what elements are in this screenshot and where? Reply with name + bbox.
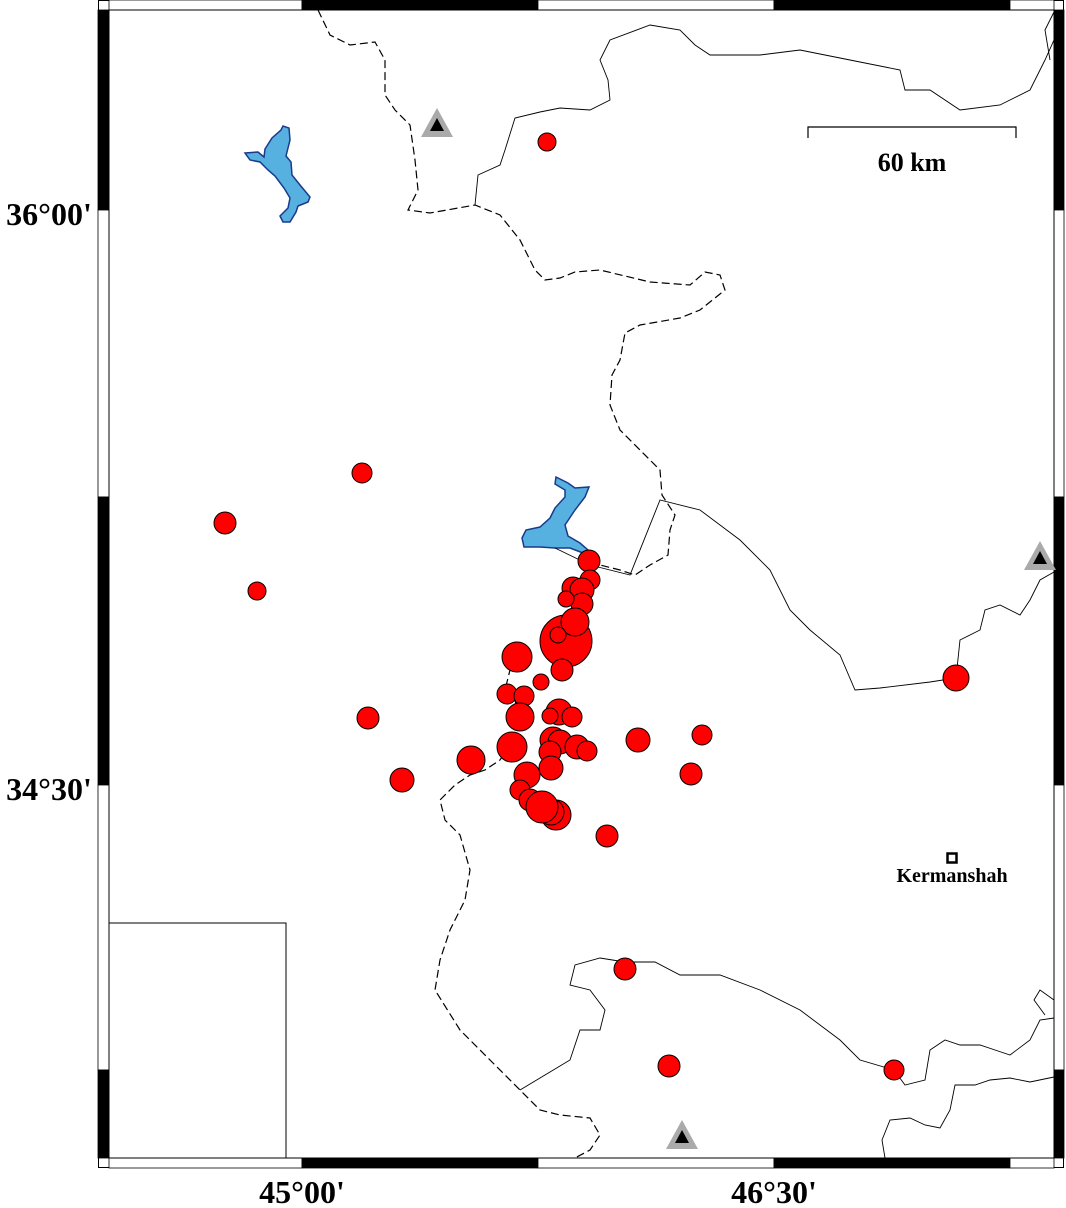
earthquake-epicenter — [557, 590, 575, 608]
earthquake-epicenter — [456, 745, 486, 775]
lon-label-45-00: 45°00' — [259, 1174, 345, 1208]
frame-band-segment — [773, 1157, 1011, 1169]
earthquake-epicenter — [213, 511, 237, 535]
square-marker-icon — [946, 852, 958, 864]
earthquake-epicenter — [247, 581, 267, 601]
frame-band-segment — [1053, 209, 1065, 498]
frame-band-segment — [537, 1157, 775, 1169]
earthquake-epicenter — [501, 641, 533, 673]
earthquake-epicenter — [525, 790, 559, 824]
frame-band-segment — [108, 0, 303, 11]
frame-band-segment — [537, 0, 775, 11]
province-border-south — [519, 957, 1055, 1091]
frame-band-segment — [301, 0, 539, 11]
inset-box — [108, 922, 287, 1159]
lake-dukan — [243, 125, 311, 223]
station-triangle-icon — [421, 108, 453, 137]
lakes — [243, 125, 591, 554]
earthquake-epicenter — [537, 132, 557, 152]
frame-band-segment — [1053, 784, 1065, 1071]
frame-band-segment — [97, 209, 110, 498]
frame-band-segment — [773, 0, 1011, 11]
earthquake-epicenter — [549, 626, 567, 644]
frame-band-segment — [108, 1157, 303, 1169]
earthquake-epicenter — [576, 740, 598, 762]
seismic-stations — [421, 108, 1056, 1149]
lat-label-36-00: 36°00' — [6, 196, 92, 232]
earthquake-epicenter — [942, 664, 970, 692]
frame-band-segment — [97, 784, 110, 1071]
country-border-dashed — [317, 9, 726, 576]
frame-band-segment — [1053, 1069, 1065, 1159]
earthquake-epicenter — [577, 549, 601, 573]
earthquake-epicenter — [541, 707, 559, 725]
earthquake-epicenter — [550, 658, 574, 682]
earthquake-epicenter — [691, 724, 713, 746]
province-border — [554, 499, 1055, 691]
earthquake-epicenter — [351, 462, 373, 484]
earthquake-epicenter — [561, 706, 583, 728]
frame-band-segment — [1009, 0, 1055, 11]
borders — [317, 9, 1055, 1159]
province-border-south-3 — [1033, 989, 1055, 1016]
frame-band-segment — [1053, 496, 1065, 786]
earthquake-epicenter — [389, 767, 415, 793]
city-label: Kermanshah — [896, 865, 1007, 887]
earthquake-epicenter — [505, 702, 535, 732]
earthquakes — [213, 132, 970, 1081]
earthquake-epicenter — [595, 824, 619, 848]
frame-band-segment — [97, 9, 110, 211]
country-border-dashed-south — [434, 656, 601, 1159]
frame-band-segment — [301, 1157, 539, 1169]
scale-bar: 60 km — [807, 126, 1017, 177]
earthquake-epicenter — [679, 762, 703, 786]
earthquake-epicenter — [625, 727, 651, 753]
province-border-north — [474, 24, 1055, 206]
city-kermanshah: Kermanshah — [896, 852, 1008, 887]
map-frame — [97, 0, 1065, 1169]
station-triangle-icon — [1024, 541, 1056, 570]
province-border-north-2 — [1044, 11, 1055, 61]
frame-band-segment — [1053, 9, 1065, 211]
frame-band-segment — [97, 1069, 110, 1159]
earthquake-epicenter — [613, 957, 637, 981]
frame-band-segment — [1009, 1157, 1055, 1169]
earthquake-epicenter — [657, 1054, 681, 1078]
earthquake-epicenter — [560, 607, 590, 637]
scale-bar-label: 60 km — [878, 148, 947, 177]
earthquake-epicenter — [538, 755, 564, 781]
lat-label-34-30: 34°30' — [6, 771, 92, 807]
province-border-south-2 — [881, 1076, 1055, 1159]
earthquake-epicenter — [883, 1059, 905, 1081]
lon-label-46-30: 46°30' — [731, 1174, 817, 1208]
map-inner-border — [108, 9, 1055, 1159]
lake-darbandikhan — [521, 475, 591, 554]
earthquake-epicenter — [356, 706, 380, 730]
station-triangle-icon — [666, 1120, 698, 1149]
frame-band-segment — [97, 496, 110, 786]
earthquake-epicenter — [496, 731, 528, 763]
earthquake-epicenter — [532, 673, 550, 691]
